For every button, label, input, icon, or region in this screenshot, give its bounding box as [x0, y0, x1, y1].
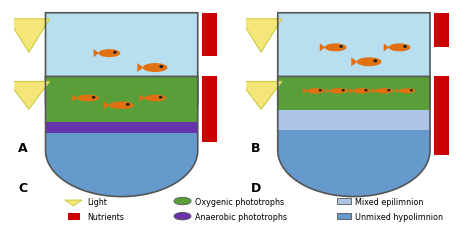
Polygon shape — [104, 102, 110, 109]
Text: Unmixed hypolimnion: Unmixed hypolimnion — [355, 212, 443, 221]
Polygon shape — [35, 133, 208, 197]
Ellipse shape — [375, 89, 393, 94]
Ellipse shape — [325, 44, 346, 52]
Polygon shape — [267, 77, 440, 111]
Polygon shape — [267, 131, 440, 197]
Text: Anaerobic phototrophs: Anaerobic phototrophs — [195, 212, 287, 221]
Polygon shape — [351, 58, 357, 67]
Circle shape — [388, 90, 390, 91]
Circle shape — [340, 46, 342, 48]
Ellipse shape — [109, 102, 134, 109]
Circle shape — [174, 197, 191, 205]
Polygon shape — [326, 89, 330, 94]
Polygon shape — [372, 89, 376, 94]
Circle shape — [92, 97, 95, 98]
Circle shape — [127, 104, 129, 106]
Ellipse shape — [99, 50, 120, 58]
Ellipse shape — [143, 64, 167, 73]
Text: B: B — [251, 141, 260, 154]
Polygon shape — [267, 14, 440, 94]
Ellipse shape — [389, 44, 410, 52]
Circle shape — [174, 213, 191, 220]
Polygon shape — [240, 82, 282, 110]
Circle shape — [410, 90, 412, 91]
Polygon shape — [267, 106, 440, 114]
Polygon shape — [267, 114, 440, 157]
Polygon shape — [267, 94, 440, 106]
Polygon shape — [73, 95, 78, 102]
Polygon shape — [337, 198, 351, 204]
Polygon shape — [35, 14, 208, 97]
Text: Light: Light — [88, 197, 108, 206]
Polygon shape — [303, 89, 308, 94]
Polygon shape — [320, 44, 325, 52]
Text: Oxygenic phototrophs: Oxygenic phototrophs — [195, 197, 284, 206]
Circle shape — [114, 52, 116, 54]
Polygon shape — [68, 213, 80, 220]
Polygon shape — [35, 123, 208, 133]
Circle shape — [160, 97, 162, 98]
Polygon shape — [434, 77, 449, 155]
Polygon shape — [434, 14, 449, 48]
Polygon shape — [240, 20, 282, 53]
Polygon shape — [395, 89, 400, 94]
Circle shape — [319, 90, 321, 91]
Text: A: A — [18, 141, 28, 154]
Circle shape — [160, 66, 163, 68]
Polygon shape — [202, 77, 217, 143]
Text: C: C — [18, 181, 27, 194]
Polygon shape — [35, 77, 208, 123]
Polygon shape — [337, 213, 351, 219]
Ellipse shape — [307, 89, 325, 94]
Polygon shape — [35, 97, 208, 107]
Ellipse shape — [353, 89, 370, 94]
Polygon shape — [267, 111, 440, 131]
Text: D: D — [251, 181, 261, 194]
Polygon shape — [93, 50, 99, 58]
Polygon shape — [35, 107, 208, 157]
Text: Nutrients: Nutrients — [88, 212, 125, 221]
Circle shape — [374, 61, 376, 63]
Ellipse shape — [357, 58, 382, 67]
Circle shape — [404, 46, 406, 48]
Polygon shape — [384, 44, 389, 52]
Polygon shape — [139, 95, 145, 102]
Polygon shape — [349, 89, 353, 94]
Polygon shape — [8, 82, 50, 110]
Polygon shape — [137, 64, 144, 73]
Ellipse shape — [330, 89, 347, 94]
Ellipse shape — [399, 89, 415, 94]
Circle shape — [342, 90, 344, 91]
Ellipse shape — [144, 95, 166, 102]
Ellipse shape — [77, 95, 99, 102]
Polygon shape — [65, 200, 82, 206]
Polygon shape — [202, 14, 217, 57]
Circle shape — [365, 90, 367, 91]
Text: Mixed epilimnion: Mixed epilimnion — [355, 197, 423, 206]
Polygon shape — [8, 20, 50, 53]
